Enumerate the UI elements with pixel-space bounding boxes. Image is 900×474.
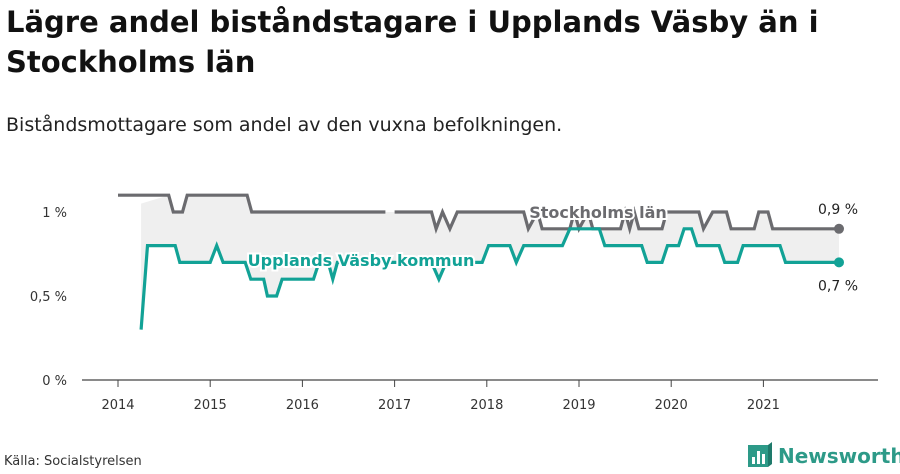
x-tick-label: 2020 <box>655 398 688 413</box>
newsworthy-logo-icon <box>748 442 772 467</box>
series-end-point-stockholm <box>834 223 845 234</box>
x-tick-label: 2017 <box>378 398 411 413</box>
brand-name: Newsworthy <box>778 444 900 468</box>
series-line-vasby <box>139 227 839 330</box>
difference-band <box>141 195 840 330</box>
series-line-stockholm <box>118 193 386 214</box>
end-value-label-vasby: 0,7 % <box>818 278 858 294</box>
y-tick-label: 1 % <box>42 206 67 221</box>
end-value-label-stockholm: 0,9 % <box>818 202 858 218</box>
x-tick-label: 2014 <box>101 398 134 413</box>
chart-title: Lägre andel biståndstagare i Upplands Vä… <box>6 5 819 79</box>
series-annotation-stockholm: Stockholms län <box>529 203 667 222</box>
x-tick-label: 2018 <box>470 398 503 413</box>
source-note: Källa: Socialstyrelsen <box>4 454 142 469</box>
x-tick-label: 2016 <box>286 398 319 413</box>
series-line-stockholm <box>394 205 839 235</box>
chart-subtitle: Biståndsmottagare som andel av den vuxna… <box>6 114 563 136</box>
y-tick-label: 0,5 % <box>30 290 67 305</box>
x-tick-label: 2015 <box>194 398 227 413</box>
brand-logo[interactable]: Newsworthy <box>746 441 900 471</box>
y-tick-label: 0 % <box>42 374 67 389</box>
series-end-point-vasby <box>834 257 845 268</box>
x-tick-label: 2021 <box>747 398 780 413</box>
series-annotation-vasby: Upplands Väsby kommun <box>248 251 475 270</box>
x-tick-label: 2019 <box>562 398 595 413</box>
